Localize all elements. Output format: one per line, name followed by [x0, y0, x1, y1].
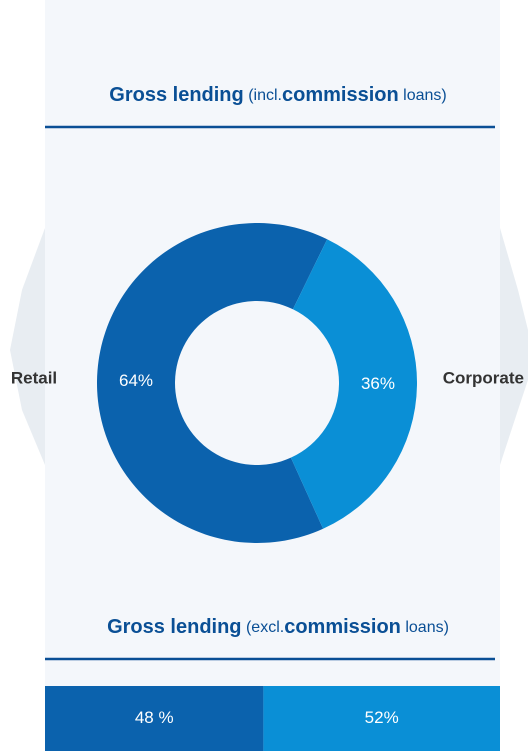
- value-label: 52%: [365, 708, 399, 727]
- title-part: (excl.: [242, 619, 285, 636]
- title-part: Gross lending: [109, 84, 243, 106]
- right-chevron: [500, 228, 528, 465]
- title-part: Gross lending: [107, 616, 241, 638]
- left-chevron: [10, 228, 45, 465]
- chart-title: Gross lending (incl.commission loans): [109, 84, 446, 106]
- category-label: Retail: [11, 368, 57, 387]
- chart-title: Gross lending (excl.commission loans): [107, 616, 449, 638]
- donut-slice: [97, 223, 328, 544]
- value-label: 64%: [119, 371, 153, 390]
- category-label: Corporate: [443, 368, 524, 387]
- title-part: (incl.: [244, 87, 282, 104]
- bar-segment: [45, 686, 264, 751]
- title-part: loans): [399, 87, 447, 104]
- bar-segment: [263, 686, 500, 751]
- value-label: 48 %: [135, 708, 174, 727]
- title-part: loans): [401, 619, 449, 636]
- value-label: 36%: [361, 374, 395, 393]
- donut-slice: [290, 239, 418, 529]
- title-part: commission: [282, 84, 399, 106]
- title-part: commission: [284, 616, 401, 638]
